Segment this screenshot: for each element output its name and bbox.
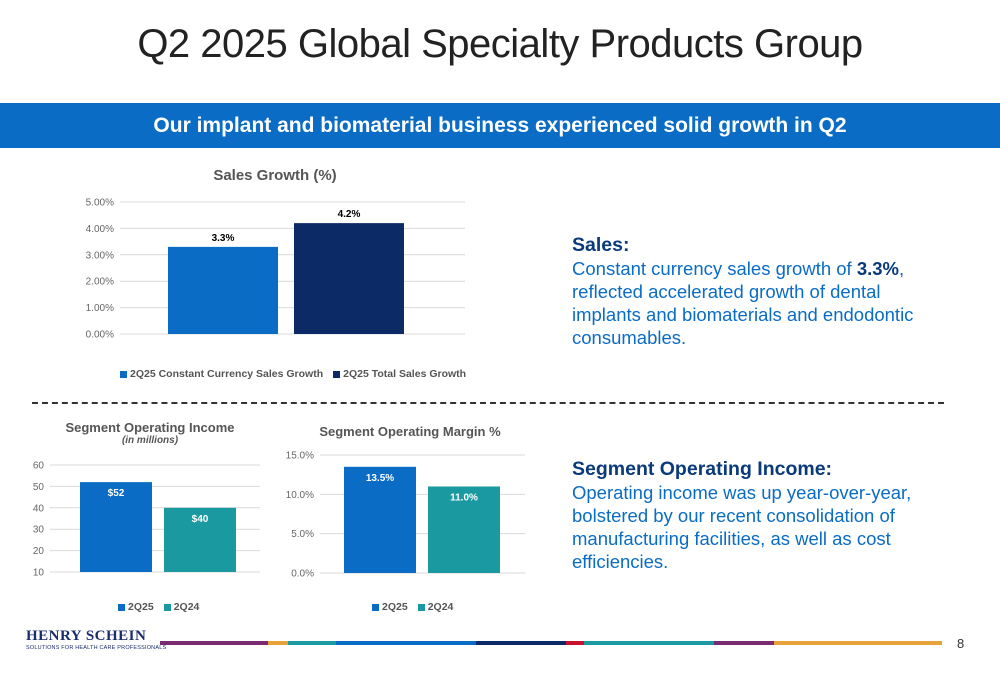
y-tick-label: 0.0% — [291, 569, 314, 580]
legend-item: 2Q25 — [118, 601, 154, 613]
legend-label: 2Q25 Constant Currency Sales Growth — [130, 368, 324, 380]
sales-body: Constant currency sales growth of 3.3%, … — [572, 258, 914, 348]
income-commentary: Segment Operating Income: Operating inco… — [572, 458, 942, 573]
footer-segment — [268, 641, 288, 645]
sales-commentary: Sales: Constant currency sales growth of… — [572, 234, 932, 349]
data-label: 13.5% — [366, 473, 394, 484]
y-tick-label: 30 — [33, 525, 45, 536]
data-label: 3.3% — [212, 233, 235, 244]
legend-label: 2Q25 — [128, 601, 154, 613]
logo-tagline: SOLUTIONS FOR HEALTH CARE PROFESSIONALS — [26, 645, 167, 651]
legend-swatch — [120, 370, 127, 378]
footer-segment — [160, 641, 268, 645]
chart-sales-growth: 0.00% 1.00% 2.00% 3.00% 4.00% 5.00% 3.3% 4.2% — [86, 198, 465, 341]
footer-segment — [288, 641, 336, 645]
page-title: Q2 2025 Global Specialty Products Group — [137, 22, 863, 66]
chart-operating-income: 10 20 30 40 50 60 $52 $40 — [33, 461, 260, 579]
section-divider — [32, 402, 944, 404]
income-body: Operating income was up year-over-year, … — [572, 482, 912, 572]
y-tick-label: 3.00% — [86, 250, 114, 261]
bar-2q24 — [164, 507, 236, 572]
legend-swatch — [417, 603, 425, 611]
footer-segment — [774, 641, 942, 645]
chart-sales-growth-legend: 2Q25 Constant Currency Sales Growth 2Q25 … — [120, 368, 466, 380]
chart-operating-margin-legend: 2Q25 2Q24 — [372, 601, 453, 613]
logo-name: HENRY SCHEIN — [26, 628, 147, 644]
y-tick-label: 50 — [33, 482, 45, 493]
chart-operating-income-title: Segment Operating Income (in millions) — [50, 420, 250, 446]
legend-swatch — [372, 603, 379, 611]
y-tick-label: 0.00% — [86, 330, 114, 341]
legend-swatch — [333, 370, 341, 378]
y-tick-label: 5.0% — [291, 529, 314, 540]
legend-swatch — [163, 603, 171, 611]
data-label: $52 — [108, 488, 125, 499]
chart-operating-income-legend: 2Q25 2Q24 — [118, 601, 199, 613]
y-tick-label: 10 — [33, 568, 45, 579]
footer-segment — [476, 641, 566, 645]
sales-heading: Sales: — [572, 234, 630, 256]
y-tick-label: 15.0% — [286, 451, 314, 462]
chart-sales-growth-title: Sales Growth (%) — [213, 167, 337, 184]
y-tick-label: 1.00% — [86, 303, 114, 314]
data-label: 11.0% — [450, 492, 478, 503]
bar-2q25 — [80, 482, 152, 572]
bar-2q24 — [428, 486, 500, 573]
henry-schein-logo: HENRY SCHEIN SOLUTIONS FOR HEALTH CARE P… — [26, 628, 166, 651]
legend-item: 2Q24 — [417, 601, 454, 613]
banner-text: Our implant and biomaterial business exp… — [153, 113, 847, 137]
footer-segment — [584, 641, 714, 645]
footer-segment — [714, 641, 774, 645]
page-number: 8 — [957, 636, 965, 651]
chart-operating-margin-title: Segment Operating Margin % — [319, 424, 501, 439]
sales-growth-highlight: 3.3% — [856, 258, 899, 279]
legend-label: 2Q25 — [382, 601, 408, 613]
chart-operating-income-subtitle: (in millions) — [121, 435, 179, 446]
bar-2q25-total-sales-growth — [294, 223, 404, 334]
headline-banner: Our implant and biomaterial business exp… — [0, 103, 1000, 148]
legend-label: 2Q24 — [173, 601, 200, 613]
footer-segment — [336, 641, 476, 645]
legend-item: 2Q25 — [372, 601, 408, 613]
legend-label: 2Q25 Total Sales Growth — [343, 368, 467, 380]
bar-2q25 — [344, 466, 416, 573]
chart-operating-income-heading: Segment Operating Income — [65, 420, 235, 435]
legend-item: 2Q24 — [163, 601, 200, 613]
y-tick-label: 60 — [33, 461, 45, 472]
data-label: 4.2% — [338, 209, 361, 220]
legend-swatch — [118, 603, 125, 611]
footer-segment — [566, 641, 584, 645]
y-tick-label: 40 — [33, 503, 45, 514]
y-tick-label: 10.0% — [286, 490, 314, 501]
y-tick-label: 5.00% — [86, 198, 114, 209]
legend-item: 2Q25 Total Sales Growth — [333, 368, 466, 380]
bar-2q25-constant-currency-sales-growth — [168, 246, 278, 334]
footer-color-bar — [160, 641, 942, 645]
data-label: $40 — [192, 514, 209, 525]
y-tick-label: 20 — [33, 546, 45, 557]
chart-operating-margin: 0.0% 5.0% 10.0% 15.0% 13.5% 11.0% — [286, 451, 525, 580]
y-tick-label: 4.00% — [86, 224, 114, 235]
income-heading: Segment Operating Income: — [572, 458, 833, 480]
legend-label: 2Q24 — [427, 601, 454, 613]
y-tick-label: 2.00% — [86, 277, 114, 288]
legend-item: 2Q25 Constant Currency Sales Growth — [120, 368, 323, 380]
